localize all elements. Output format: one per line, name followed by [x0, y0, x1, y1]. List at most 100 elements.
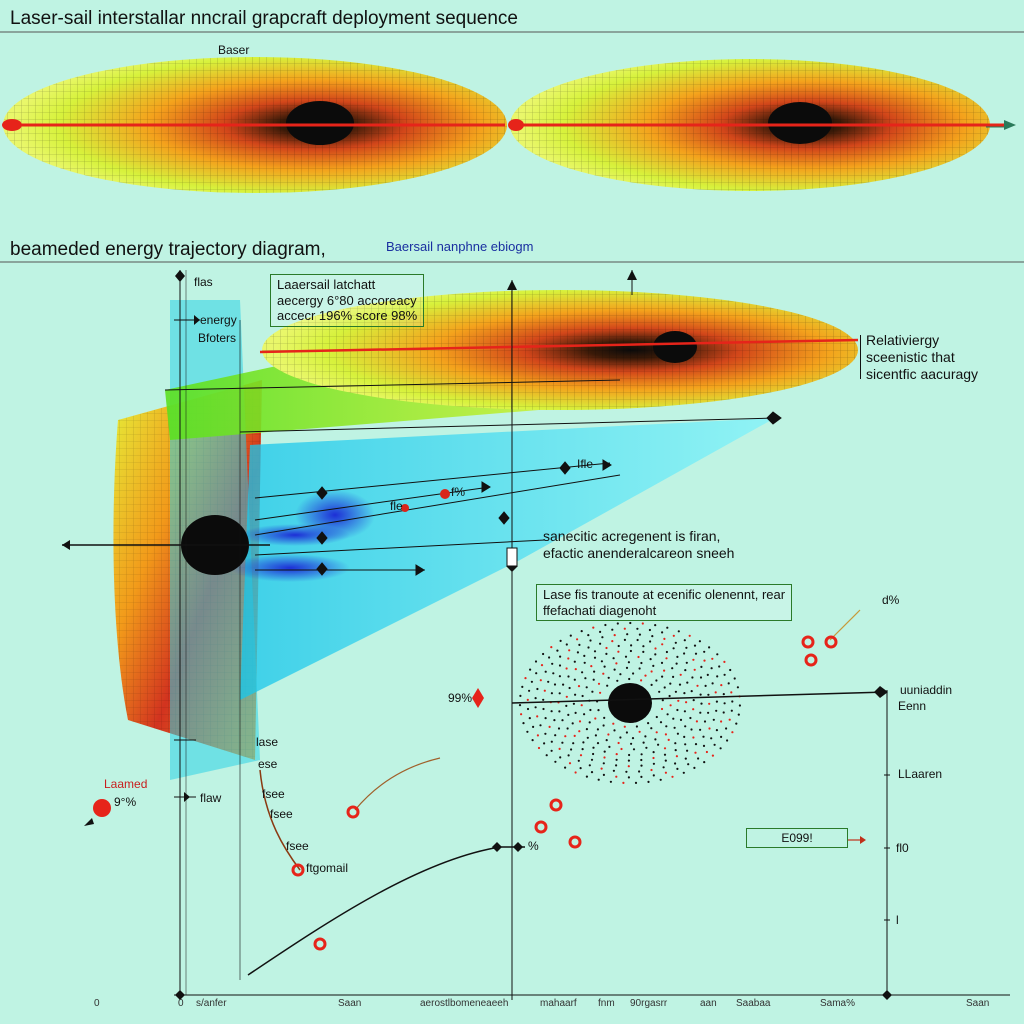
- cloud-dot: [730, 709, 733, 712]
- cloud-dot: [731, 700, 734, 703]
- cloud-dot: [625, 731, 629, 734]
- cloud-dot: [567, 657, 570, 660]
- cloud-dot: [694, 652, 698, 655]
- cloud-dot: [663, 686, 666, 689]
- cloud-dot: [599, 642, 602, 645]
- cloud-dot: [592, 678, 595, 681]
- top-sail-left: [2, 57, 507, 193]
- cloud-dot: [543, 689, 546, 692]
- cloud-dot: [528, 689, 531, 692]
- cloud-dot: [703, 659, 706, 662]
- cloud-dot: [559, 639, 562, 643]
- x-label-2: 0: [178, 998, 184, 1009]
- x-label-1: 0: [94, 998, 100, 1009]
- cloud-dot: [655, 679, 658, 682]
- cloud-dot: [574, 771, 577, 774]
- cloud-dot: [554, 734, 557, 737]
- cloud-dot: [542, 652, 545, 656]
- learned-label: Laamed: [104, 777, 148, 791]
- cloud-dot: [711, 682, 714, 685]
- callout-agreement: sanecitic acregenent is firan, efactic a…: [543, 528, 735, 561]
- cloud-dot: [715, 729, 719, 732]
- cloud-dot: [692, 658, 695, 661]
- cloud-dot: [554, 760, 557, 763]
- cloud-dot: [597, 682, 601, 685]
- cloud-dot: [609, 780, 613, 783]
- cloud-dot: [674, 641, 677, 644]
- cloud-dot: [654, 653, 657, 656]
- cloud-dot: [630, 742, 633, 745]
- cloud-dot: [650, 670, 653, 673]
- bl-label-6: fsee: [286, 839, 309, 853]
- cloud-dot: [642, 650, 645, 654]
- cloud-dot: [558, 710, 561, 713]
- cloud-dot: [684, 725, 687, 728]
- cloud-dot: [522, 722, 525, 725]
- cloud-dot: [561, 741, 564, 744]
- cloud-dot: [568, 686, 571, 690]
- cloud-dot: [543, 742, 546, 745]
- cloud-dot: [577, 685, 581, 688]
- cloud-dot: [545, 754, 548, 757]
- cloud-dot: [606, 684, 609, 687]
- cloud-dot: [731, 731, 734, 734]
- cloud-dot: [534, 697, 537, 700]
- cloud-dot: [583, 661, 586, 664]
- cloud-dot: [690, 728, 693, 731]
- cloud-dot: [615, 764, 618, 767]
- cloud-dot: [558, 747, 561, 751]
- cloud-dot: [559, 756, 562, 759]
- cloud-dot: [622, 781, 625, 785]
- cloud-dot: [561, 719, 564, 722]
- cloud-dot: [683, 692, 686, 695]
- cloud-dot: [700, 665, 703, 669]
- cloud-dot: [700, 702, 703, 705]
- cloud-dot: [607, 676, 610, 679]
- bl-label-1: lase: [256, 735, 279, 749]
- right-axis-ticks: [884, 774, 890, 921]
- cloud-dot: [590, 758, 594, 761]
- cloud-dot: [691, 676, 694, 679]
- cloud-dot: [569, 634, 572, 637]
- learned-dot: [93, 799, 111, 817]
- cloud-dot: [628, 753, 631, 757]
- cloud-dot: [590, 771, 594, 774]
- cloud-dot: [640, 758, 643, 762]
- cloud-dot: [729, 668, 732, 672]
- top-sail-label: Baser: [218, 43, 250, 57]
- cloud-dot: [655, 731, 658, 734]
- cloud-dot: [592, 752, 595, 756]
- cloud-dot: [692, 708, 695, 711]
- cloud-dot: [711, 754, 715, 757]
- cloud-dot: [603, 665, 606, 668]
- cloud-dot: [620, 747, 623, 751]
- cloud-dot: [725, 727, 728, 730]
- left-label-energy: energy: [200, 313, 237, 327]
- mid-pct: %: [528, 839, 539, 853]
- cloud-dot: [604, 623, 607, 627]
- cloud-dot: [641, 622, 644, 625]
- trajectory-curve-1: [247, 846, 501, 976]
- cloud-dot: [592, 746, 595, 749]
- x-label-10: Saabaa: [736, 998, 771, 1009]
- cloud-dot: [660, 661, 664, 665]
- cloud-dot: [632, 748, 636, 751]
- cloud-dot: [663, 669, 666, 672]
- cloud-dot: [676, 708, 679, 712]
- cloud-dot: [692, 736, 695, 739]
- cloud-dot: [666, 626, 669, 629]
- cloud-dot: [565, 704, 568, 708]
- cloud-dot: [578, 643, 581, 647]
- cloud-dot: [631, 737, 635, 740]
- cloud-dot: [676, 732, 680, 735]
- x-label-12: Saan: [966, 998, 990, 1009]
- cloud-dot: [674, 742, 677, 745]
- cloud-dot: [708, 646, 711, 649]
- cloud-dot: [544, 670, 547, 673]
- target-line: [511, 691, 888, 704]
- cloud-dot: [594, 717, 597, 720]
- cloud-dot: [612, 769, 616, 772]
- cloud-dot: [640, 661, 643, 665]
- cloud-dot: [699, 728, 702, 731]
- cloud-dot: [663, 747, 667, 750]
